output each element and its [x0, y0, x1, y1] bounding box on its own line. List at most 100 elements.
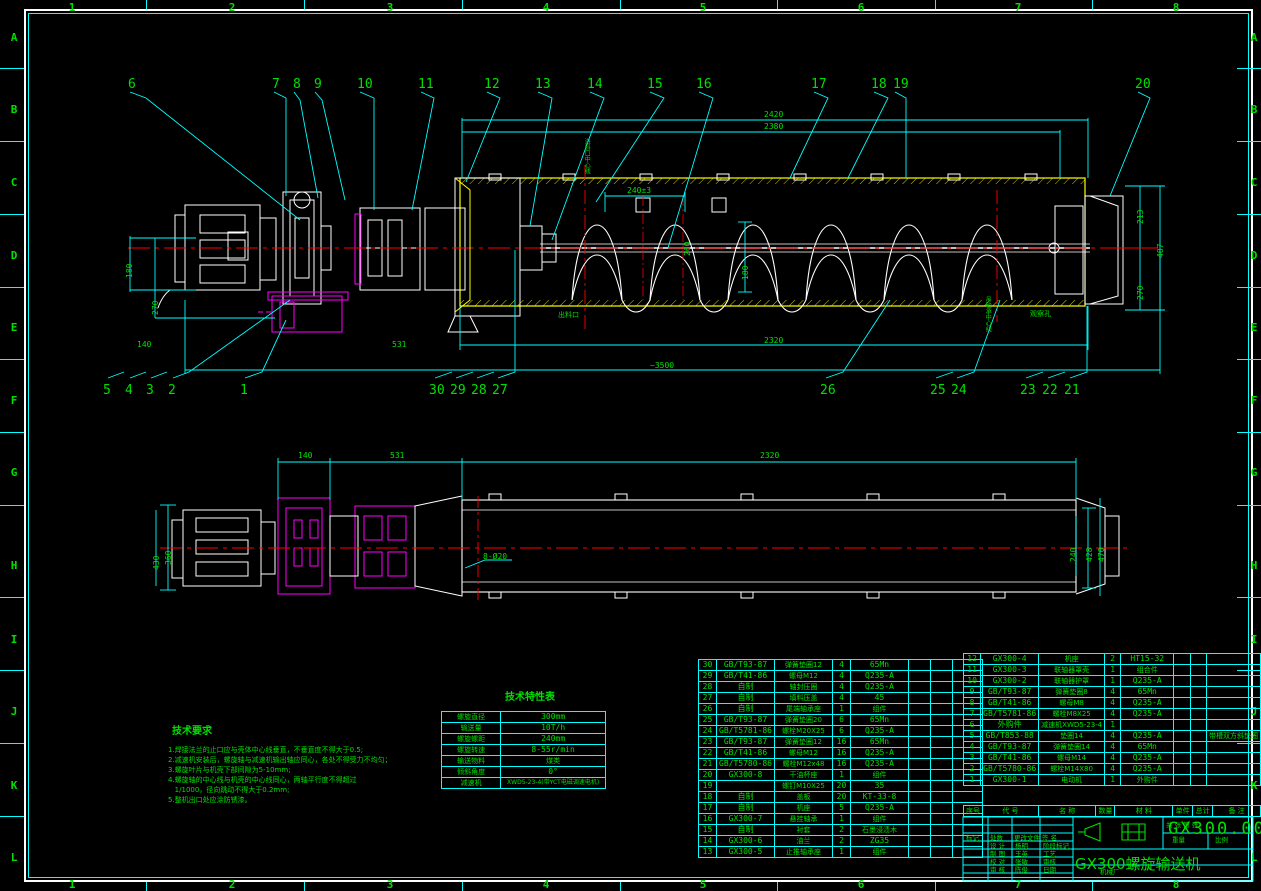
- zone-label-C-right: C: [1250, 176, 1258, 189]
- dim-240pm3: 240±3: [627, 186, 652, 195]
- tech-spec-value: XWD5-23-4(带YCT电磁调速电机): [500, 777, 606, 789]
- bom-table-left: 30 GB/T93-87 弹簧垫圈12 4 65Mn 29 GB/T41-86 螺母M12 4 Q…: [698, 659, 983, 858]
- bom-cell-name: 机座: [773, 802, 833, 814]
- bom-cell-name: 弹簧垫圈12: [773, 736, 833, 748]
- bom-cell-qty: 2: [1104, 653, 1122, 665]
- bom-cell-name: 螺母M8: [1038, 697, 1106, 709]
- bom-cell-total: [929, 835, 953, 847]
- bom-cell-unit: [907, 659, 931, 671]
- dim-487: 487: [1156, 243, 1165, 258]
- bom-cell-no: 5: [962, 730, 982, 742]
- bom-cell-material: 组合件: [1120, 664, 1175, 676]
- bom-cell-total: [929, 725, 953, 737]
- title-block-who-4: 陈俊: [1015, 866, 1028, 874]
- table-row: 16 GX300-7 悬挂轴承 1 组件: [698, 813, 983, 825]
- bom-cell-name: 螺母M12: [773, 747, 833, 759]
- bom-cell-qty: 4: [1104, 741, 1122, 753]
- bom-cell-qty: 4: [831, 659, 851, 671]
- balloon-28: 28: [471, 383, 487, 398]
- zone-tick-right-6: [1237, 432, 1261, 433]
- zone-label-1-top: 1: [68, 1, 76, 14]
- bom-cell-qty: 6: [831, 714, 851, 726]
- bom-cell-qty: 4: [1104, 697, 1122, 709]
- bom-cell-material: Q235-A: [849, 725, 909, 737]
- zone-tick-bottom-2: [304, 882, 305, 891]
- table-row: 22 GB/T41-86 螺母M12 16 Q235-A: [698, 747, 983, 759]
- bom-cell-no: 22: [698, 747, 717, 759]
- title-block-who-2: 王英: [1015, 850, 1028, 858]
- bom-cell-qty: 4: [1104, 752, 1122, 764]
- bom-cell-material: Q235-A: [1120, 708, 1175, 720]
- balloon-12: 12: [484, 77, 500, 92]
- bom-cell-note: [1205, 675, 1261, 687]
- bom-cell-no: 17: [698, 802, 717, 814]
- bom-cell-note: [1205, 763, 1261, 775]
- title-block-scale-label: 比例: [1215, 836, 1228, 844]
- bom-cell-total: [1189, 664, 1207, 676]
- zone-label-B-right: B: [1250, 103, 1258, 116]
- table-row: 9 GB/T93-87 弹簧垫圈8 4 65Mn: [962, 686, 1261, 698]
- bom-cell-note: [1205, 752, 1261, 764]
- bom-cell-name: 盖板: [773, 791, 833, 803]
- tech-requirements-line-4: 4.螺旋轴的中心线与机壳的中心线同心，两轴平行度不得超过: [168, 776, 357, 784]
- bom-cell-name: 螺母M12: [773, 670, 833, 682]
- bom-cell-code: GB/T5780-86: [716, 758, 775, 770]
- zone-label-E-right: E: [1250, 321, 1258, 334]
- bom-cell-total: [1189, 741, 1207, 753]
- zone-tick-top-5: [777, 0, 778, 9]
- bom-cell-no: 28: [698, 681, 717, 693]
- dim-470: 470: [1097, 547, 1106, 562]
- bom-cell-total: [1189, 697, 1207, 709]
- bom-cell-no: 24: [698, 725, 717, 737]
- bom-cell-qty: 1: [1104, 675, 1122, 687]
- bom-cell-unit: [907, 791, 931, 803]
- balloon-23: 23: [1020, 383, 1036, 398]
- zone-tick-right-7: [1237, 505, 1261, 506]
- zone-tick-bottom-7: [1092, 882, 1093, 891]
- tech-spec-label: 螺旋直径: [440, 711, 502, 723]
- bom-cell-note: [1205, 708, 1261, 720]
- zone-tick-left-8: [0, 597, 24, 598]
- zone-label-2-top: 2: [228, 1, 236, 14]
- bom-cell-unit: [1173, 664, 1191, 676]
- bom-cell-material: 外购件: [1120, 774, 1175, 786]
- bom-cell-total: [929, 769, 953, 781]
- dim-213: 213: [1136, 209, 1145, 224]
- table-row: 20 GX300-8 干油杯座 1 组件: [698, 769, 983, 781]
- table-row: 12 GX300-4 机座 2 HT15-32: [962, 653, 1261, 665]
- bom-cell-name: 衬套: [773, 824, 833, 836]
- dim-531-front: 531: [392, 340, 407, 349]
- bom-cell-code: GB/T41-86: [980, 697, 1040, 709]
- bom-cell-no: 25: [698, 714, 717, 726]
- zone-tick-right-5: [1237, 359, 1261, 360]
- bom-cell-unit: [1173, 774, 1191, 786]
- zone-tick-right-8: [1237, 597, 1261, 598]
- bom-cell-no: 14: [698, 835, 717, 847]
- bom-cell-material: 35: [849, 780, 909, 792]
- zone-label-4-top: 4: [542, 1, 550, 14]
- dim-2420: 2420: [764, 110, 784, 119]
- bom-cell-unit: [1173, 741, 1191, 753]
- zone-label-I-left: I: [10, 633, 18, 646]
- zone-tick-right-3: [1237, 214, 1261, 215]
- balloon-16: 16: [696, 77, 712, 92]
- zone-label-B-left: B: [10, 103, 18, 116]
- zone-tick-right-4: [1237, 287, 1261, 288]
- bom-cell-material: 65Mn: [849, 659, 909, 671]
- bom-header-total: 总计: [1192, 805, 1214, 817]
- balloon-26: 26: [820, 383, 836, 398]
- bom-cell-name: 螺栓M20X25: [773, 725, 833, 737]
- bom-cell-qty: 4: [1104, 730, 1122, 742]
- table-row: 6 外购件 减速机XWD5-23-4 1: [962, 719, 1261, 731]
- table-row: 4 GB/T93-87 弹簧垫圈14 4 65Mn: [962, 741, 1261, 753]
- dim-360: 360: [164, 550, 173, 565]
- zone-tick-top-6: [935, 0, 936, 9]
- title-block-role-3: 校 对: [990, 858, 1006, 866]
- table-row: 21 GB/T5780-86 螺栓M12x48 16 Q235-A: [698, 758, 983, 770]
- bom-cell-total: [929, 703, 953, 715]
- balloon-20: 20: [1135, 77, 1151, 92]
- bom-cell-unit: [907, 681, 931, 693]
- bom-cell-no: 21: [698, 758, 717, 770]
- tech-spec-row: 倾斜角度 0°: [440, 766, 606, 778]
- tech-spec-value: 300mm: [500, 711, 606, 723]
